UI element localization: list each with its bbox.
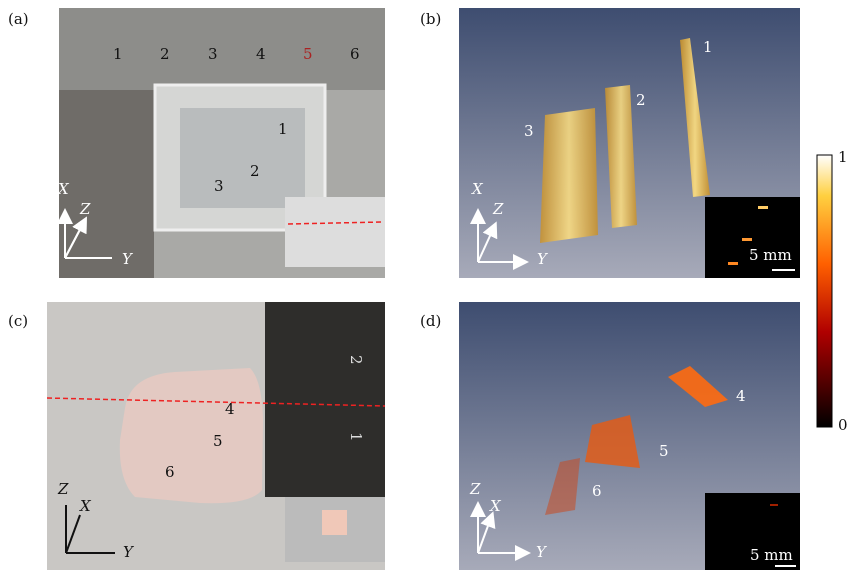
ruler-label: 2 [160,45,170,63]
scale-label: 5 mm [750,546,793,564]
panel-c: 2 1 4 5 6 Z X Y (c) [8,302,385,570]
marker: 5 [213,432,223,450]
axis-label: X [489,497,502,515]
inset [285,197,385,267]
marker: 2 [636,91,646,109]
marker: 1 [703,38,713,56]
marker: 3 [524,122,534,140]
feature [540,108,598,243]
ruler [59,8,385,90]
marker: 5 [659,442,669,460]
panel-b: 5 mm 1 2 3 X Z Y (b) [420,8,800,278]
inset-spot [742,238,752,241]
colorbar: 1 0 [817,148,848,434]
marker: 2 [250,162,260,180]
panel-label: (c) [8,312,28,330]
axis-label: Z [492,200,504,218]
axis-label: Z [57,480,69,498]
axis-label: X [471,180,484,198]
colorbar-min: 0 [838,416,848,434]
ruler-label: 4 [256,45,266,63]
marker: 6 [165,463,175,481]
marker: 6 [592,482,602,500]
marker: 3 [214,177,224,195]
ruler-label: 5 [303,45,313,63]
ruler-label: 2 [347,355,365,365]
ruler-label: 3 [208,45,218,63]
marker: 4 [736,387,746,405]
ruler-label: 1 [347,432,365,442]
colorbar-scale [817,155,832,427]
ruler-label: 6 [350,45,360,63]
inset-spot [728,262,738,265]
axis-label: X [79,497,92,515]
marker: 4 [225,400,235,418]
marker: 1 [278,120,288,138]
scale-label: 5 mm [749,246,792,264]
axis-label: Z [79,200,91,218]
panel-d: 5 mm 4 5 6 Z X Y (d) [420,302,800,570]
figure: 1 2 3 4 5 6 1 2 3 X Z Y (a) 5 mm 1 2 3 X… [0,0,849,571]
ruler [265,302,385,497]
panel-label: (d) [420,312,441,330]
axis-label: X [57,180,70,198]
axis-label: Z [469,480,481,498]
panel-label: (b) [420,10,441,28]
colorbar-max: 1 [838,148,848,166]
sample [120,368,263,503]
inset-sample [322,510,347,535]
inset [705,197,800,278]
inset-spot [770,504,778,506]
ruler-label: 1 [113,45,123,63]
inset-spot [758,206,768,209]
panel-label: (a) [8,10,29,28]
panel-a: 1 2 3 4 5 6 1 2 3 X Z Y (a) [8,8,385,278]
ruler [59,90,154,278]
